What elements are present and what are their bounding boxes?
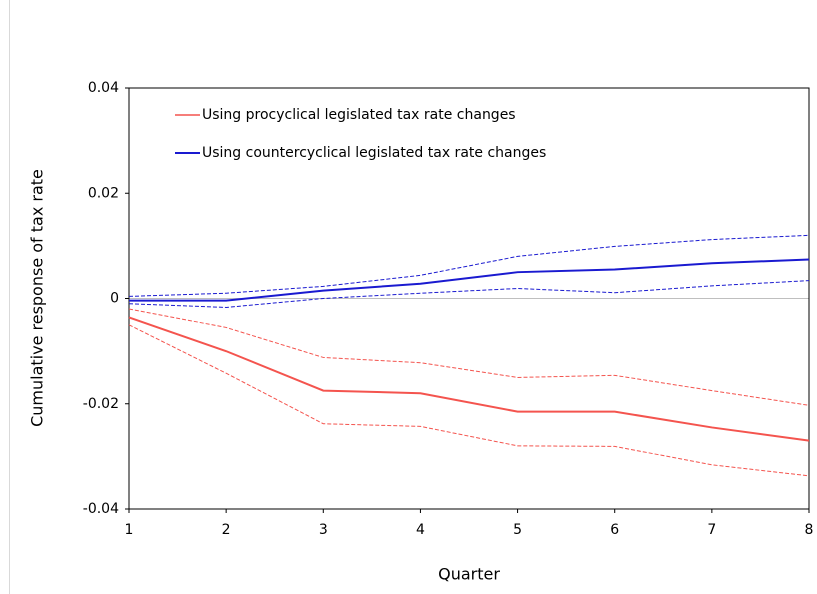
y-tick-label: -0.02 [83,396,119,412]
series-line [128,316,810,442]
y-tick-label: 0.04 [88,80,119,96]
plot-frame [128,87,810,510]
confidence-band-line [128,280,810,308]
x-tick-label: 4 [416,522,425,538]
x-tick-label: 5 [513,522,522,538]
confidence-band-line [128,234,810,297]
x-tick-label: 8 [805,522,814,538]
x-tick-label: 2 [222,522,231,538]
x-tick-label: 3 [319,522,328,538]
x-tick-label: 7 [707,522,716,538]
confidence-band-line [128,308,810,406]
y-tick-label: 0.02 [88,185,119,201]
y-axis-title: Cumulative response of tax rate [28,169,47,427]
series-line [129,258,810,302]
y-tick-label: -0.04 [83,501,119,517]
x-axis-title: Quarter [438,565,500,584]
x-tick-label: 6 [610,522,619,538]
legend-label: Using procyclical legislated tax rate ch… [202,107,516,123]
chart-border [9,0,10,594]
legend-label: Using countercyclical legislated tax rat… [202,145,546,161]
x-tick-label: 1 [125,522,134,538]
confidence-band-line [128,324,810,477]
y-tick-label: 0 [110,291,119,307]
